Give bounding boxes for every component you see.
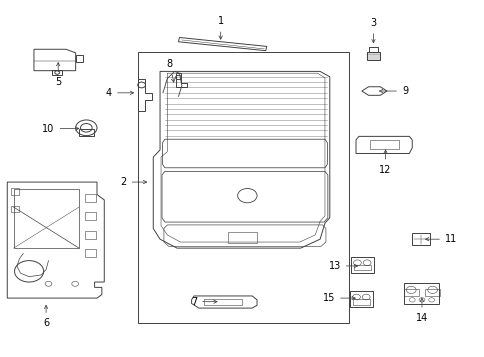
Bar — [349, 291, 372, 307]
Bar — [424, 289, 439, 296]
Bar — [85, 231, 95, 239]
Bar — [227, 232, 257, 243]
Bar — [350, 257, 373, 273]
Bar — [11, 188, 19, 195]
Bar — [76, 55, 83, 62]
Bar — [368, 47, 377, 52]
Text: 9: 9 — [378, 86, 407, 96]
Bar — [353, 265, 370, 270]
Bar — [411, 233, 429, 245]
Bar — [352, 299, 369, 305]
Bar — [52, 70, 62, 75]
Bar — [85, 249, 95, 257]
Text: 4: 4 — [106, 88, 134, 98]
Bar — [85, 212, 95, 220]
Text: 1: 1 — [217, 16, 223, 39]
Bar — [138, 52, 348, 323]
Bar — [369, 140, 398, 149]
Bar — [11, 206, 19, 212]
Bar — [78, 129, 94, 136]
Text: 11: 11 — [424, 234, 456, 244]
Text: 6: 6 — [43, 305, 49, 328]
Text: 7: 7 — [191, 297, 217, 307]
Text: 13: 13 — [328, 261, 357, 271]
Bar — [366, 52, 379, 60]
Text: 10: 10 — [42, 124, 79, 134]
Text: 14: 14 — [415, 298, 427, 323]
Bar — [14, 189, 79, 248]
Text: 8: 8 — [166, 59, 174, 82]
Bar — [203, 299, 242, 305]
Bar — [85, 194, 95, 202]
Text: 12: 12 — [378, 150, 391, 175]
Text: 15: 15 — [322, 293, 355, 303]
Bar — [404, 283, 439, 304]
Text: 2: 2 — [121, 177, 147, 187]
Text: 3: 3 — [370, 18, 376, 43]
Bar — [403, 289, 418, 296]
Text: 5: 5 — [55, 62, 61, 87]
